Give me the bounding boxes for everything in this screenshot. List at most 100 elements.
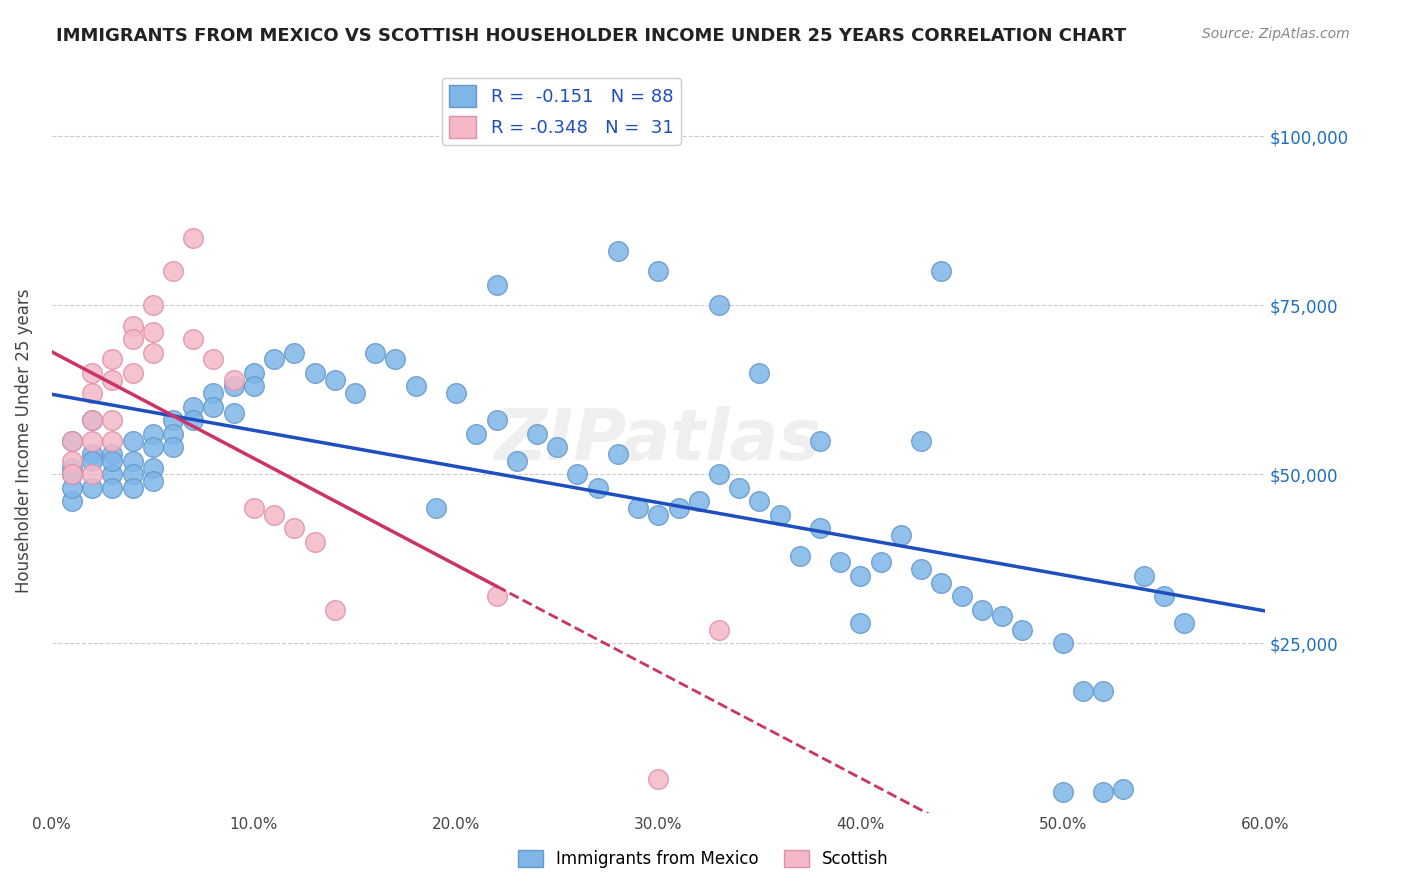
Point [1132,569,1154,583]
Point [647,264,669,278]
Point [181,332,204,346]
Point [243,501,266,516]
Point [405,379,427,393]
Point [1112,781,1135,796]
Point [444,386,467,401]
Point [606,447,628,461]
Point [121,332,143,346]
Point [222,373,245,387]
Legend: Immigrants from Mexico, Scottish: Immigrants from Mexico, Scottish [510,843,896,875]
Point [121,434,143,448]
Point [82,386,104,401]
Point [181,413,204,427]
Point [142,460,165,475]
Point [849,569,872,583]
Point [263,508,285,522]
Text: Source: ZipAtlas.com: Source: ZipAtlas.com [1202,27,1350,41]
Point [181,400,204,414]
Point [243,379,266,393]
Point [142,474,165,488]
Point [485,277,508,292]
Point [101,413,124,427]
Point [60,494,83,508]
Point [1092,683,1115,698]
Point [567,467,589,482]
Point [202,400,225,414]
Point [546,440,568,454]
Point [243,366,266,380]
Point [950,589,973,603]
Point [606,244,628,259]
Point [323,373,346,387]
Point [1071,683,1094,698]
Point [586,481,609,495]
Point [60,460,83,475]
Point [425,501,447,516]
Point [647,508,669,522]
Point [60,434,83,448]
Point [647,772,669,786]
Legend: R =  -0.151   N = 88, R = -0.348   N =  31: R = -0.151 N = 88, R = -0.348 N = 31 [441,78,681,145]
Point [121,481,143,495]
Point [910,562,932,576]
Text: ZIPatlas: ZIPatlas [495,406,823,475]
Point [1173,616,1195,631]
Point [82,481,104,495]
Point [263,352,285,367]
Point [283,345,305,359]
Point [304,535,326,549]
Point [323,602,346,616]
Point [931,264,953,278]
Text: IMMIGRANTS FROM MEXICO VS SCOTTISH HOUSEHOLDER INCOME UNDER 25 YEARS CORRELATION: IMMIGRANTS FROM MEXICO VS SCOTTISH HOUSE… [56,27,1126,45]
Point [707,298,730,312]
Point [1052,636,1074,650]
Point [181,230,204,244]
Point [162,413,184,427]
Point [222,407,245,421]
Point [142,426,165,441]
Point [60,454,83,468]
Point [808,434,831,448]
Point [688,494,710,508]
Point [748,494,770,508]
Point [121,318,143,333]
Point [830,555,852,569]
Point [627,501,650,516]
Point [1092,785,1115,799]
Point [526,426,548,441]
Point [485,413,508,427]
Point [142,345,165,359]
Point [991,609,1014,624]
Point [1011,623,1033,637]
Point [162,440,184,454]
Point [789,549,811,563]
Point [808,521,831,535]
Point [849,616,872,631]
Point [384,352,406,367]
Point [728,481,751,495]
Point [364,345,387,359]
Point [82,413,104,427]
Y-axis label: Householder Income Under 25 years: Householder Income Under 25 years [15,288,32,593]
Point [485,589,508,603]
Point [162,264,184,278]
Point [344,386,367,401]
Point [707,467,730,482]
Point [283,521,305,535]
Point [707,623,730,637]
Point [60,481,83,495]
Point [142,326,165,340]
Point [162,426,184,441]
Point [60,467,83,482]
Point [748,366,770,380]
Point [82,434,104,448]
Point [869,555,891,569]
Point [1153,589,1175,603]
Point [82,413,104,427]
Point [222,379,245,393]
Point [506,454,529,468]
Point [121,467,143,482]
Point [82,447,104,461]
Point [142,298,165,312]
Point [202,352,225,367]
